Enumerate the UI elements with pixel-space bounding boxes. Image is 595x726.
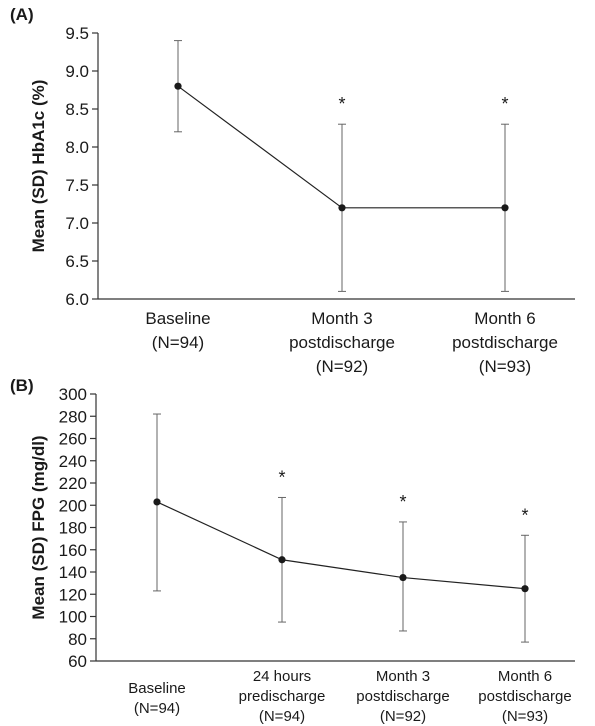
- x-tick-label-line: (N=93): [479, 357, 531, 376]
- y-tick-label: 6.5: [65, 252, 89, 271]
- chart-panel-a: (A) 6.0 6.5 7.0 7.5 8.0 8.5 9.0 9.5 Mean (SD) HbA…: [10, 5, 575, 376]
- x-tick-label-line: Month 3: [311, 309, 372, 328]
- y-tick-label: 9.5: [65, 24, 89, 43]
- x-tick-label: Month 6 postdischarge (N=93): [478, 668, 571, 725]
- x-tick-label-line: Baseline: [128, 680, 186, 697]
- significance-marker: *: [278, 467, 285, 487]
- x-tick-label: Baseline (N=94): [128, 680, 186, 717]
- x-tick-label-line: Month 6: [474, 309, 535, 328]
- x-tick-label-line: (N=94): [259, 708, 305, 725]
- y-tick-label: 7.0: [65, 214, 89, 233]
- y-tick-label: 200: [59, 496, 87, 515]
- x-tick-label-line: Month 3: [376, 668, 430, 685]
- data-point: [174, 82, 182, 90]
- significance-marker: *: [521, 505, 528, 525]
- y-axis-label: Mean (SD) FPG (mg/dl): [29, 435, 48, 619]
- significance-marker: *: [338, 94, 345, 114]
- y-tick-label: 80: [68, 630, 87, 649]
- y-tick-label: 240: [59, 452, 87, 471]
- data-point: [501, 204, 509, 212]
- x-tick-label-line: predischarge: [239, 688, 326, 705]
- y-tick-label: 180: [59, 519, 87, 538]
- y-tick-label: 9.0: [65, 62, 89, 81]
- y-tick-label: 260: [59, 430, 87, 449]
- significance-marker: *: [399, 492, 406, 512]
- x-tick-label-line: Month 6: [498, 668, 552, 685]
- data-point: [399, 573, 407, 582]
- y-tick-label: 6.0: [65, 290, 89, 309]
- x-tick-label-line: postdischarge: [452, 333, 558, 352]
- x-tick-label-line: 24 hours: [253, 668, 311, 685]
- x-tick-label-line: (N=92): [380, 708, 426, 725]
- x-tick-label-line: (N=93): [502, 708, 548, 725]
- x-tick-label-line: (N=94): [134, 700, 180, 717]
- data-point: [153, 498, 161, 506]
- data-point: [278, 556, 286, 564]
- panel-label: (A): [10, 5, 34, 24]
- y-tick-label: 100: [59, 608, 87, 627]
- chart-panel-b: (B) 60 80 100 120 140 160 180 200 220 240 260 280 300…: [10, 376, 575, 725]
- significance-marker: *: [501, 94, 508, 114]
- x-tick-label-line: (N=94): [152, 333, 204, 352]
- y-tick-label: 220: [59, 474, 87, 493]
- y-tick-label: 120: [59, 585, 87, 604]
- y-tick-label: 7.5: [65, 176, 89, 195]
- data-point: [521, 585, 529, 593]
- x-tick-label-line: (N=92): [316, 357, 368, 376]
- y-tick-label: 8.0: [65, 138, 89, 157]
- x-tick-label-line: postdischarge: [289, 333, 395, 352]
- x-tick-label-line: postdischarge: [478, 688, 571, 705]
- y-tick-label: 300: [59, 385, 87, 404]
- series-line: [156, 501, 526, 590]
- x-tick-label: 24 hours predischarge (N=94): [239, 668, 326, 725]
- y-tick-label: 60: [68, 652, 87, 671]
- x-tick-label: Month 3 postdischarge (N=92): [356, 668, 449, 725]
- y-tick-label: 8.5: [65, 100, 89, 119]
- x-tick-label: Baseline (N=94): [145, 309, 210, 352]
- y-tick-label: 140: [59, 563, 87, 582]
- x-tick-label-line: postdischarge: [356, 688, 449, 705]
- y-axis-label: Mean (SD) HbA1c (%): [29, 80, 48, 253]
- y-tick-label: 280: [59, 407, 87, 426]
- x-tick-label-line: Baseline: [145, 309, 210, 328]
- data-point: [338, 204, 346, 212]
- panel-label: (B): [10, 376, 34, 395]
- x-tick-label: Month 3 postdischarge (N=92): [289, 309, 395, 376]
- y-tick-label: 160: [59, 541, 87, 560]
- x-tick-label: Month 6 postdischarge (N=93): [452, 309, 558, 376]
